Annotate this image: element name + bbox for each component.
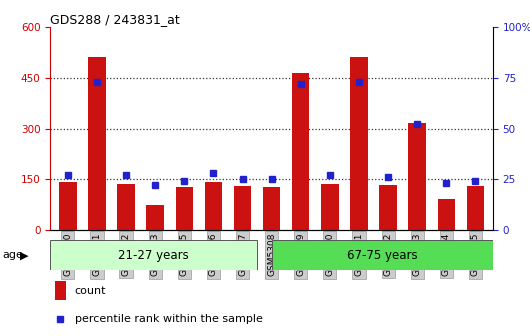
Text: 67-75 years: 67-75 years [347, 249, 418, 262]
Bar [292, 73, 310, 230]
Text: count: count [75, 286, 106, 296]
Text: ▶: ▶ [20, 250, 29, 260]
Bar [175, 187, 193, 230]
Bar [263, 187, 280, 230]
Text: GDS288 / 243831_at: GDS288 / 243831_at [50, 13, 180, 26]
Text: 21-27 years: 21-27 years [118, 249, 189, 262]
Bar [59, 182, 76, 230]
Bar [409, 123, 426, 230]
Bar [438, 199, 455, 230]
Bar [467, 186, 484, 230]
Text: age: age [3, 250, 23, 260]
Bar [205, 182, 222, 230]
Bar [271, 240, 493, 270]
Bar [234, 186, 251, 230]
Bar [55, 281, 66, 300]
Bar [350, 57, 368, 230]
Bar [117, 184, 135, 230]
Bar [321, 184, 339, 230]
Bar [88, 57, 105, 230]
Bar [50, 240, 257, 270]
Bar [146, 205, 164, 230]
Bar [379, 185, 397, 230]
Text: percentile rank within the sample: percentile rank within the sample [75, 313, 262, 324]
